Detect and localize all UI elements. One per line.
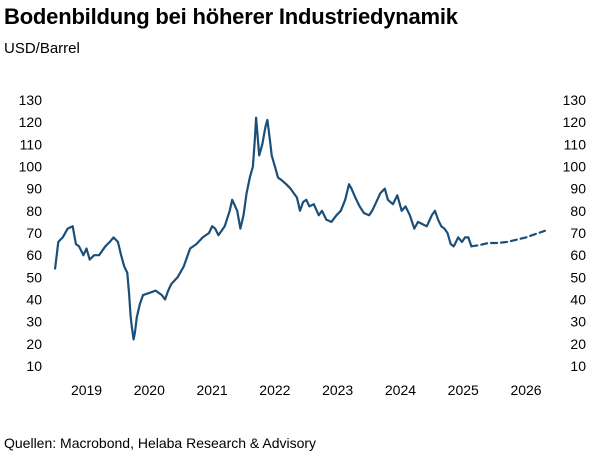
y-tick-label-right: 50 <box>570 269 586 285</box>
x-tick-label: 2022 <box>259 382 290 398</box>
y-tick-label-left: 50 <box>26 269 42 285</box>
y-tick-label-left: 70 <box>26 225 42 241</box>
y-tick-label-left: 20 <box>26 336 42 352</box>
x-axis: 2019 2020 2021 2022 2023 2024 2025 2026 <box>71 382 542 398</box>
y-tick-label-right: 110 <box>564 136 587 152</box>
y-tick-label-right: 20 <box>570 336 586 352</box>
y-unit-label: USD/Barrel <box>4 40 80 57</box>
x-tick-label: 2026 <box>510 382 541 398</box>
source-note: Quellen: Macrobond, Helaba Research & Ad… <box>4 435 317 451</box>
y-tick-label-left: 40 <box>26 292 42 308</box>
y-tick-label-left: 80 <box>26 203 42 219</box>
y-tick-label-right: 10 <box>570 358 586 374</box>
x-tick-label: 2020 <box>134 382 165 398</box>
y-tick-label-left: 120 <box>19 114 43 130</box>
chart-area: 130 120 110 100 90 80 70 60 50 40 30 20 10 130 120 110… <box>19 92 587 398</box>
y-tick-label-left: 110 <box>20 136 43 152</box>
chart-title: Bodenbildung bei höherer Industriedynami… <box>4 4 458 29</box>
y-tick-label-right: 120 <box>563 114 587 130</box>
y-tick-label-left: 100 <box>19 159 43 175</box>
y-tick-label-right: 90 <box>570 181 586 197</box>
y-tick-label-left: 90 <box>26 181 42 197</box>
y-tick-label-left: 60 <box>26 247 42 263</box>
x-tick-label: 2025 <box>448 382 479 398</box>
y-tick-label-right: 130 <box>563 92 587 108</box>
y-tick-label-right: 100 <box>563 159 587 175</box>
x-tick-label: 2019 <box>71 382 102 398</box>
y-tick-label-right: 30 <box>570 314 586 330</box>
y-tick-label-right: 70 <box>570 225 586 241</box>
x-tick-label: 2023 <box>322 382 353 398</box>
y-axis-right: 130 120 110 100 90 80 70 60 50 40 30 20 10 <box>563 92 587 374</box>
y-tick-label-right: 60 <box>570 247 586 263</box>
y-tick-label-left: 10 <box>26 358 42 374</box>
price-line <box>53 116 473 341</box>
forecast-line <box>470 229 547 248</box>
y-tick-label-right: 80 <box>570 203 586 219</box>
y-tick-label-left: 30 <box>26 314 42 330</box>
y-tick-label-right: 40 <box>570 292 586 308</box>
x-tick-label: 2021 <box>197 382 228 398</box>
y-tick-label-left: 130 <box>19 92 43 108</box>
x-tick-label: 2024 <box>385 382 416 398</box>
series-group <box>53 116 547 341</box>
y-axis-left: 130 120 110 100 90 80 70 60 50 40 30 20 10 <box>19 92 43 374</box>
